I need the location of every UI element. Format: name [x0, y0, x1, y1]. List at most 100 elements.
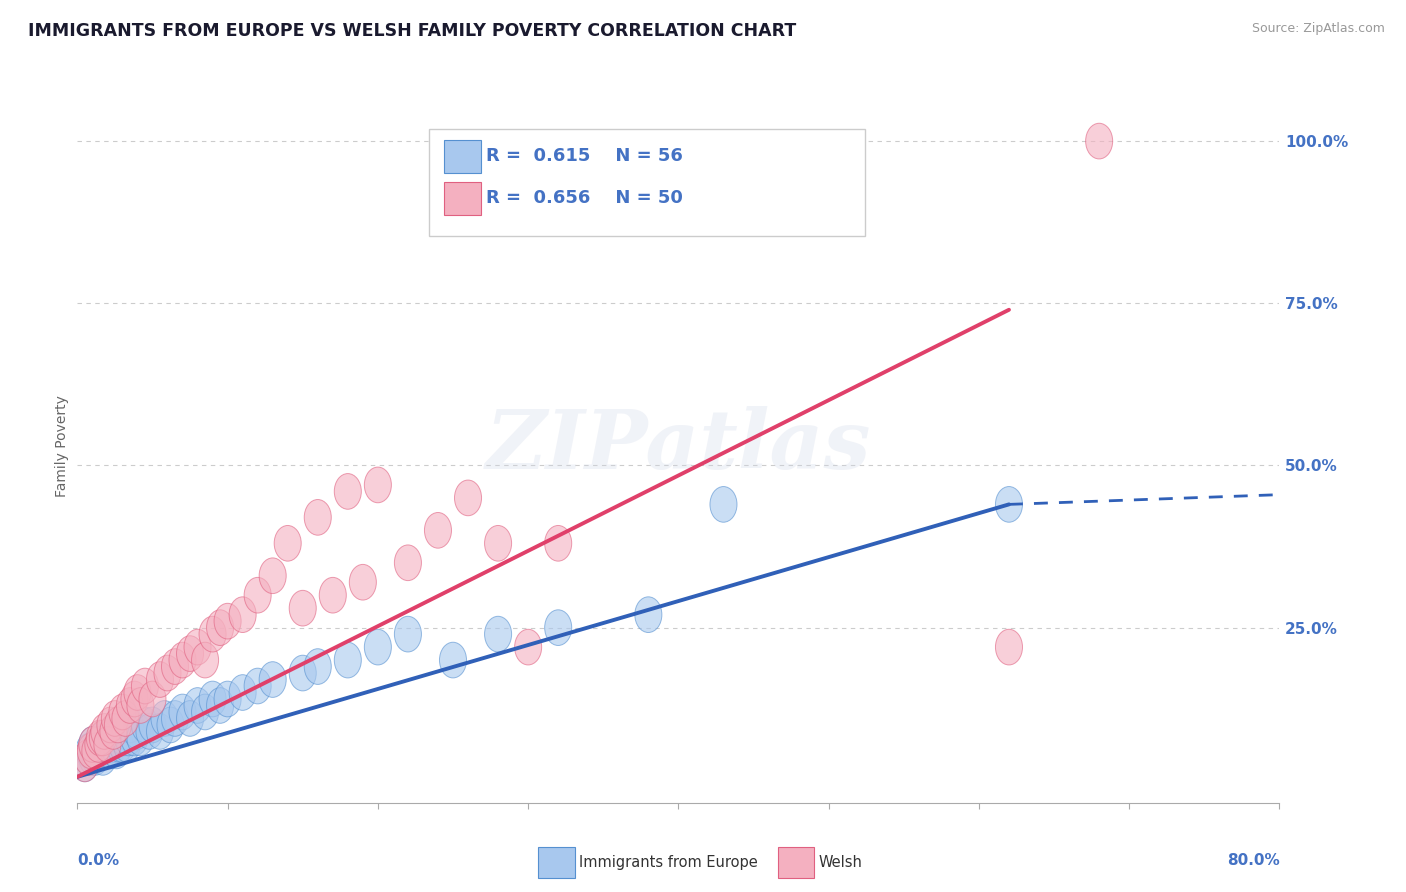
Ellipse shape [259, 662, 287, 698]
Ellipse shape [169, 642, 195, 678]
Ellipse shape [90, 720, 117, 756]
Ellipse shape [710, 486, 737, 522]
Ellipse shape [83, 733, 111, 769]
Ellipse shape [146, 662, 173, 698]
Ellipse shape [111, 720, 138, 756]
Ellipse shape [146, 714, 173, 749]
Ellipse shape [101, 700, 128, 736]
Ellipse shape [79, 727, 105, 763]
Ellipse shape [94, 727, 121, 763]
Ellipse shape [290, 656, 316, 691]
Ellipse shape [335, 474, 361, 509]
Ellipse shape [139, 681, 166, 717]
Ellipse shape [544, 610, 572, 646]
Ellipse shape [364, 629, 391, 665]
Ellipse shape [131, 668, 159, 704]
Ellipse shape [136, 714, 163, 749]
Ellipse shape [349, 565, 377, 600]
Ellipse shape [86, 733, 114, 769]
Ellipse shape [124, 674, 150, 710]
Ellipse shape [207, 610, 233, 646]
Ellipse shape [112, 714, 139, 749]
Text: R =  0.615    N = 56: R = 0.615 N = 56 [486, 147, 683, 165]
Ellipse shape [1085, 123, 1112, 159]
Ellipse shape [259, 558, 287, 593]
Ellipse shape [104, 707, 131, 743]
Ellipse shape [100, 727, 127, 763]
Ellipse shape [117, 688, 143, 723]
Ellipse shape [184, 688, 211, 723]
Ellipse shape [77, 733, 104, 769]
Ellipse shape [112, 700, 139, 736]
Ellipse shape [79, 727, 105, 763]
Ellipse shape [485, 525, 512, 561]
Ellipse shape [995, 629, 1022, 665]
Text: Welsh: Welsh [818, 855, 862, 870]
Ellipse shape [86, 720, 114, 756]
Ellipse shape [162, 648, 188, 684]
Ellipse shape [100, 714, 127, 749]
Text: Immigrants from Europe: Immigrants from Europe [579, 855, 758, 870]
Ellipse shape [72, 746, 98, 781]
Ellipse shape [114, 727, 141, 763]
Ellipse shape [105, 727, 134, 763]
Ellipse shape [127, 720, 155, 756]
Ellipse shape [101, 714, 128, 749]
Ellipse shape [425, 513, 451, 549]
Text: Source: ZipAtlas.com: Source: ZipAtlas.com [1251, 22, 1385, 36]
Ellipse shape [98, 720, 125, 756]
Ellipse shape [108, 694, 136, 730]
Ellipse shape [995, 486, 1022, 522]
Ellipse shape [117, 707, 143, 743]
Ellipse shape [304, 648, 332, 684]
Ellipse shape [94, 733, 121, 769]
Ellipse shape [335, 642, 361, 678]
Text: R =  0.656    N = 50: R = 0.656 N = 50 [486, 189, 683, 207]
Ellipse shape [274, 525, 301, 561]
Ellipse shape [544, 525, 572, 561]
Ellipse shape [162, 700, 188, 736]
Ellipse shape [319, 577, 346, 613]
Ellipse shape [177, 700, 204, 736]
Ellipse shape [191, 694, 218, 730]
Ellipse shape [115, 720, 142, 756]
Ellipse shape [440, 642, 467, 678]
Ellipse shape [177, 636, 204, 672]
Ellipse shape [207, 688, 233, 723]
Text: ZIPatlas: ZIPatlas [485, 406, 872, 486]
Ellipse shape [155, 656, 181, 691]
Ellipse shape [82, 739, 108, 775]
Ellipse shape [91, 714, 118, 749]
Ellipse shape [364, 467, 391, 503]
Ellipse shape [96, 727, 122, 763]
Ellipse shape [636, 597, 662, 632]
Ellipse shape [169, 694, 195, 730]
Text: 0.0%: 0.0% [77, 853, 120, 868]
Ellipse shape [121, 681, 148, 717]
Ellipse shape [395, 616, 422, 652]
Ellipse shape [103, 733, 129, 769]
Text: IMMIGRANTS FROM EUROPE VS WELSH FAMILY POVERTY CORRELATION CHART: IMMIGRANTS FROM EUROPE VS WELSH FAMILY P… [28, 22, 796, 40]
Ellipse shape [84, 727, 112, 763]
Ellipse shape [131, 707, 159, 743]
Ellipse shape [200, 616, 226, 652]
Ellipse shape [139, 707, 166, 743]
Ellipse shape [124, 714, 150, 749]
Ellipse shape [454, 480, 481, 516]
Ellipse shape [290, 591, 316, 626]
Ellipse shape [72, 746, 98, 781]
Y-axis label: Family Poverty: Family Poverty [55, 395, 69, 497]
Ellipse shape [214, 681, 240, 717]
Ellipse shape [245, 577, 271, 613]
Ellipse shape [75, 739, 101, 775]
Ellipse shape [214, 603, 240, 639]
Ellipse shape [76, 733, 103, 769]
Ellipse shape [97, 707, 124, 743]
Ellipse shape [485, 616, 512, 652]
Ellipse shape [121, 720, 148, 756]
Ellipse shape [245, 668, 271, 704]
Ellipse shape [91, 720, 118, 756]
Ellipse shape [87, 727, 115, 763]
Ellipse shape [304, 500, 332, 535]
Text: 80.0%: 80.0% [1226, 853, 1279, 868]
